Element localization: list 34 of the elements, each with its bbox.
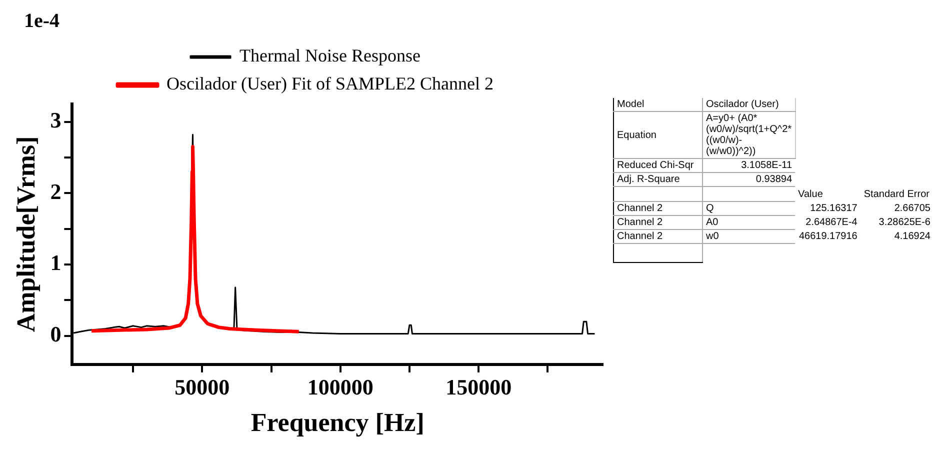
- text: A=y0+ (A0*(w0/w)/sqrt(1+Q^2*((w0/w)-(w/w0))^2)): [702, 112, 796, 158]
- text: Adj. R-Square: [614, 172, 702, 186]
- text: w0: [702, 230, 796, 244]
- text: A0: [702, 216, 796, 230]
- text: 4.16924: [893, 230, 932, 244]
- y-tick-label: 0: [50, 322, 62, 347]
- y-tick-label: 2: [50, 178, 62, 204]
- x-axis-title: Frequency [Hz]: [250, 408, 424, 438]
- text: 3.28625E-6: [878, 216, 932, 230]
- text: Channel 2: [614, 230, 702, 244]
- text: Equation: [614, 112, 702, 158]
- text: Q: [702, 202, 796, 216]
- y-axis-title: Amplitude[Vrms]: [11, 136, 40, 332]
- text: 2.66705: [893, 202, 932, 216]
- y-tick-label: 1: [50, 250, 62, 276]
- text: 1e-4: [24, 10, 60, 33]
- legend-label: Oscilador (User) Fit of SAMPLE2 Channel 2: [166, 74, 494, 94]
- text: 2.64867E-4: [804, 216, 858, 230]
- text: 0.93894: [702, 172, 796, 186]
- text: Oscilador (User): [702, 98, 796, 112]
- y-tick-label: 3: [50, 108, 62, 133]
- text: Standard Error: [862, 188, 930, 202]
- text: Channel 2: [614, 202, 702, 216]
- legend-label: Thermal Noise Response: [240, 46, 420, 66]
- text: 3.1058E-11: [702, 158, 796, 172]
- text: Value: [797, 188, 824, 202]
- text: Reduced Chi-Sqr: [614, 158, 702, 172]
- x-tick-label: 100000: [307, 374, 374, 400]
- x-tick-label: 150000: [446, 374, 512, 400]
- text: 46619.17916: [798, 230, 858, 244]
- x-tick-label: 50000: [174, 374, 230, 400]
- text: Channel 2: [614, 216, 702, 230]
- text: 125.16317: [809, 202, 858, 216]
- text: Model: [614, 98, 702, 112]
